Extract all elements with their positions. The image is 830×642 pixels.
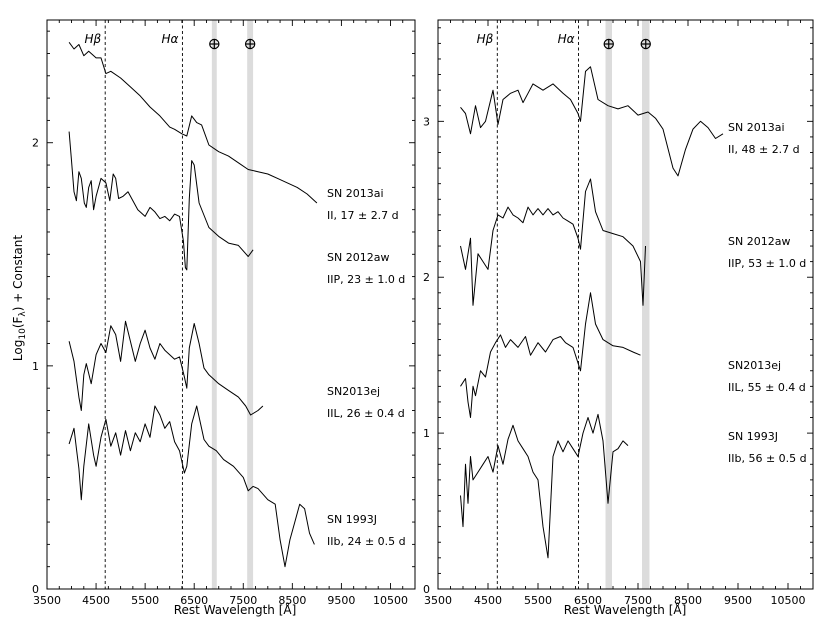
x-tick-label: 8500 <box>674 594 702 607</box>
spectrum-line <box>68 42 318 204</box>
series-subtitle-label: IIb, 56 ± 0.5 d <box>728 452 807 465</box>
series-name-label: SN 2012aw <box>728 235 790 248</box>
reference-line-label: Hα <box>161 32 178 46</box>
spectrum-line <box>460 413 629 559</box>
x-tick-label: 7500 <box>229 594 257 607</box>
series-name-label: SN 1993J <box>728 430 778 443</box>
x-tick-label: 7500 <box>624 594 652 607</box>
series-subtitle-label: II, 17 ± 2.7 d <box>327 209 399 222</box>
x-tick-label: 10500 <box>373 594 408 607</box>
spectrum-line <box>460 292 641 418</box>
x-axis-label-left: Rest Wavelength [Å] <box>174 602 297 617</box>
series-subtitle-label: IIb, 24 ± 0.5 d <box>327 535 406 548</box>
x-axis-label-right: Rest Wavelength [Å] <box>564 602 687 617</box>
spectrum-line <box>68 320 264 416</box>
series-name-label: SN2013ej <box>728 359 781 372</box>
spectrum-line <box>68 131 254 271</box>
spectrum-line <box>68 405 315 568</box>
telluric-band <box>605 20 612 589</box>
y-tick-label: 0 <box>32 583 39 596</box>
x-tick-label: 3500 <box>33 594 61 607</box>
x-tick-label: 10500 <box>771 594 806 607</box>
earth-symbol-icon <box>640 38 651 50</box>
y-tick-label: 3 <box>423 115 430 128</box>
reference-line-label: Hβ <box>477 32 494 46</box>
y-axis-label: Log10(Fλ) + Constant <box>11 235 28 361</box>
x-tick-label: 4500 <box>82 594 110 607</box>
right-panel: Hβ Hα SN 2013ai II, 48 ± 2.7 d SN 2012aw IIP,… <box>423 19 814 607</box>
x-tick-label: 6500 <box>180 594 208 607</box>
x-tick-label: 9500 <box>327 594 355 607</box>
series-subtitle-label: IIP, 23 ± 1.0 d <box>327 273 405 286</box>
y-tick-label: 2 <box>423 271 430 284</box>
spectrum-line <box>460 178 646 306</box>
x-tick-label: 3500 <box>424 594 452 607</box>
y-tick-label: 2 <box>32 137 39 150</box>
plot-frame <box>46 19 416 590</box>
x-tick-label: 5500 <box>131 594 159 607</box>
y-tick-label: 1 <box>423 427 430 440</box>
x-tick-label: 9500 <box>724 594 752 607</box>
x-tick-label: 5500 <box>524 594 552 607</box>
telluric-band <box>211 20 217 589</box>
earth-symbol-icon <box>209 38 220 50</box>
series-subtitle-label: IIL, 55 ± 0.4 d <box>728 381 806 394</box>
series-subtitle-label: IIL, 26 ± 0.4 d <box>327 407 405 420</box>
y-tick-label: 1 <box>32 360 39 373</box>
series-name-label: SN 2013ai <box>327 187 384 200</box>
left-panel: Hβ Hα SN 2013ai II, 17 ± 2.7 d SN 2012aw IIP,… <box>32 19 416 607</box>
series-name-label: SN 1993J <box>327 513 377 526</box>
series-name-label: SN2013ej <box>327 385 380 398</box>
y-tick-label: 0 <box>423 583 430 596</box>
earth-symbol-icon <box>244 38 256 50</box>
series-name-label: SN 2013ai <box>728 121 785 134</box>
earth-symbol-icon <box>603 38 614 50</box>
reference-line-label: Hβ <box>85 32 102 46</box>
x-tick-label: 8500 <box>278 594 306 607</box>
x-tick-label: 6500 <box>574 594 602 607</box>
telluric-band <box>642 20 650 589</box>
series-name-label: SN 2012aw <box>327 251 389 264</box>
plot-frame <box>437 19 814 590</box>
reference-line-label: Hα <box>558 32 575 46</box>
series-subtitle-label: II, 48 ± 2.7 d <box>728 143 800 156</box>
telluric-band <box>247 20 254 589</box>
series-subtitle-label: IIP, 53 ± 1.0 d <box>728 257 806 270</box>
spectrum-line <box>460 66 724 177</box>
x-tick-label: 4500 <box>474 594 502 607</box>
